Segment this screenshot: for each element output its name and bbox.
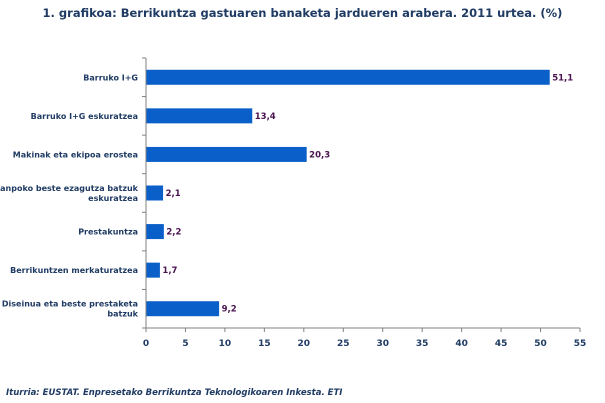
x-tick-label: 15 (258, 339, 271, 349)
category-label: Barruko I+G eskuratzea (31, 112, 138, 121)
category-label: eskuratzea (88, 194, 138, 203)
x-tick-label: 10 (219, 339, 232, 349)
category-label: Barruko I+G (83, 73, 138, 82)
bar (146, 108, 253, 124)
x-tick-label: 0 (143, 339, 149, 349)
x-tick-label: 55 (574, 339, 587, 349)
bar (146, 224, 164, 240)
data-label: 1,7 (162, 266, 177, 276)
x-tick-label: 45 (495, 339, 508, 349)
chart-title: 1. grafikoa: Berrikuntza gastuaren banak… (42, 6, 563, 20)
x-tick-label: 20 (298, 339, 311, 349)
category-label: batzuk (107, 310, 138, 319)
x-tick-label: 25 (337, 339, 350, 349)
x-tick-label: 40 (455, 339, 468, 349)
category-label: Makinak eta ekipoa erostea (13, 150, 138, 159)
data-label: 2,1 (166, 189, 181, 199)
category-label: Berrikuntzen merkaturatzea (10, 266, 138, 275)
x-tick-label: 5 (182, 339, 188, 349)
data-label: 20,3 (309, 150, 330, 160)
bar (146, 301, 220, 317)
x-tick-label: 35 (416, 339, 429, 349)
data-label: 2,2 (166, 228, 181, 238)
source-note: Iturria: EUSTAT. Enpresetako Berrikuntza… (6, 388, 343, 398)
bar (146, 185, 164, 201)
category-label: Kanpoko beste ezagutza batzuk (0, 184, 139, 193)
data-label: 13,4 (255, 112, 276, 122)
data-label: 51,1 (552, 73, 573, 83)
x-tick-label: 30 (376, 339, 389, 349)
bar (146, 262, 160, 278)
category-label: Prestakuntza (78, 228, 138, 237)
category-label: Diseinua eta beste prestaketa (2, 300, 138, 309)
data-label: 9,2 (222, 305, 237, 315)
bar (146, 146, 307, 162)
bar (146, 69, 550, 85)
x-tick-label: 50 (534, 339, 547, 349)
